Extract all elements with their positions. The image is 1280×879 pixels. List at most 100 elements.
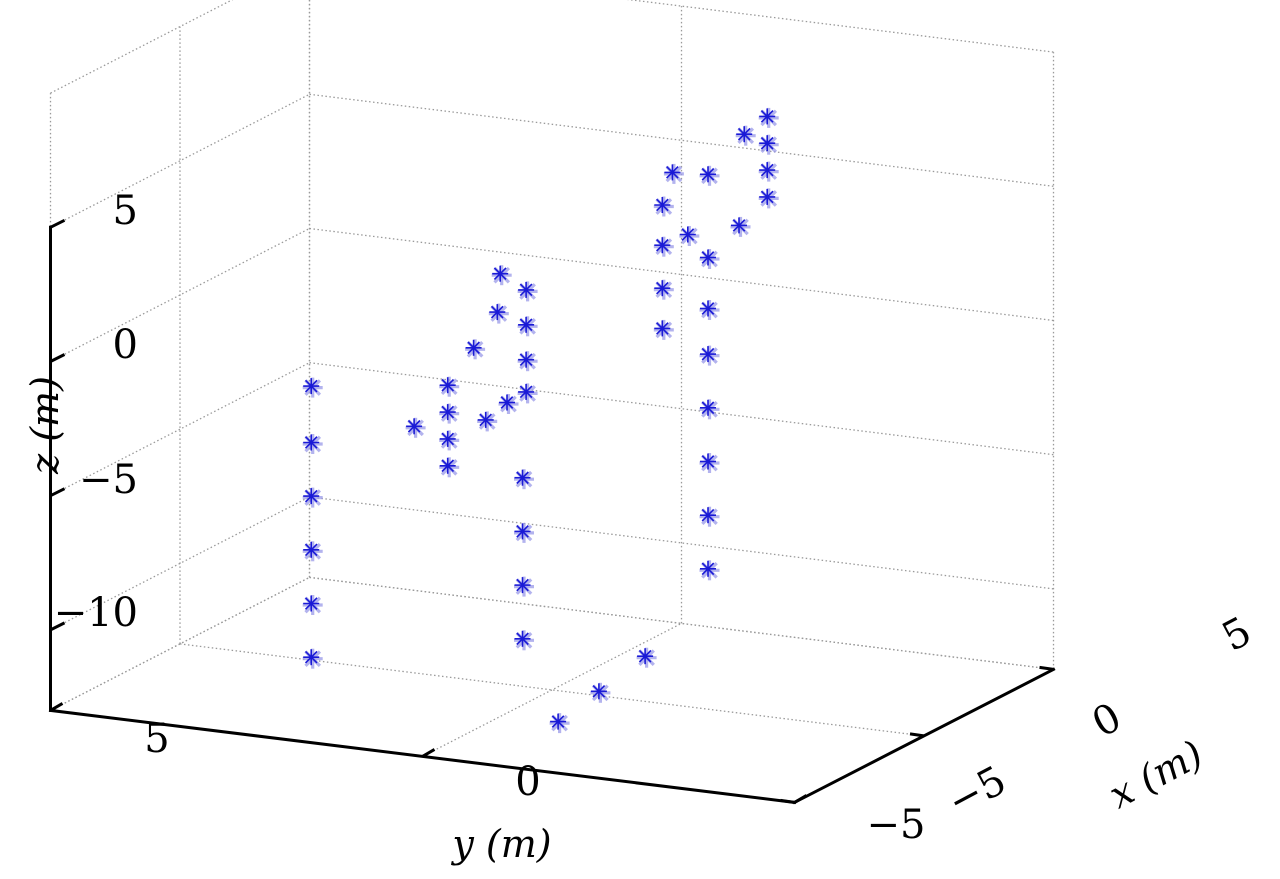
x-axis-tick <box>909 732 925 738</box>
data-point-stroke <box>407 419 421 433</box>
back-wall-gridline <box>309 496 1054 590</box>
side-wall-gridline <box>50 0 234 94</box>
data-point <box>699 165 720 186</box>
data-point-stroke <box>441 405 455 419</box>
data-point-marker <box>664 164 681 181</box>
data-point-marker <box>518 281 535 298</box>
data-point-stroke <box>656 281 669 295</box>
data-point-stroke <box>701 251 715 264</box>
data-point-marker <box>477 411 494 428</box>
data-point <box>514 576 534 597</box>
data-point <box>699 399 720 420</box>
data-point <box>758 134 779 155</box>
data-point-stroke <box>681 228 695 241</box>
data-point-marker <box>550 713 567 730</box>
data-point-stroke <box>701 167 715 181</box>
data-point-stroke <box>441 432 455 446</box>
data-point-stroke <box>304 436 318 449</box>
data-point-marker <box>700 560 716 577</box>
data-point <box>302 487 323 508</box>
data-point-stroke <box>760 163 774 177</box>
data-point-stroke <box>737 127 751 141</box>
floor-gridline <box>309 576 1054 671</box>
data-point-marker <box>700 507 716 524</box>
x-axis-tick <box>1039 665 1054 671</box>
data-point-marker <box>700 399 716 416</box>
data-point-stroke <box>701 347 715 361</box>
data-point-marker <box>654 237 671 254</box>
data-point-marker <box>514 577 531 594</box>
data-point <box>514 469 534 490</box>
point-layer <box>302 107 779 734</box>
side-wall-gridline <box>50 496 310 631</box>
data-point-stroke <box>701 508 715 522</box>
data-point-stroke <box>551 715 565 728</box>
data-point <box>488 303 509 324</box>
data-point-stroke <box>519 283 533 297</box>
data-point-marker <box>654 280 671 297</box>
data-point <box>302 648 323 669</box>
data-point-stroke <box>732 219 746 232</box>
data-point <box>699 345 720 366</box>
data-point <box>679 226 700 246</box>
data-point-stroke <box>760 136 774 150</box>
floor-gridline <box>50 576 310 711</box>
data-point-stroke <box>666 166 679 179</box>
data-point-marker <box>654 320 671 337</box>
y-tick-label-0: 0 <box>515 759 540 805</box>
y-axis-tick <box>793 794 808 804</box>
data-point <box>302 541 323 562</box>
data-point-marker <box>499 394 515 411</box>
label-layer: 5 0 −5 −10 5 0 −5 −5 0 5 y (m) x (m) z (… <box>23 188 1259 866</box>
data-point <box>590 682 611 703</box>
floor-gridline <box>422 622 682 757</box>
data-point <box>636 647 657 668</box>
data-point-stroke <box>701 302 715 315</box>
z-tick-label-5: 5 <box>113 188 138 234</box>
tick-layer <box>49 218 1054 804</box>
data-point-marker <box>406 418 423 435</box>
data-point-stroke <box>479 413 492 427</box>
data-point-stroke <box>592 685 606 698</box>
y-tick-label-minus5: −5 <box>867 802 926 848</box>
data-point <box>758 107 779 128</box>
data-point <box>758 188 779 209</box>
data-point-stroke <box>516 471 529 485</box>
data-point-marker <box>514 523 531 540</box>
data-point <box>302 434 323 454</box>
data-point-marker <box>518 316 535 333</box>
data-point <box>465 339 486 360</box>
data-point-stroke <box>304 597 318 610</box>
grid-layer <box>49 0 1055 804</box>
data-point <box>302 595 323 615</box>
data-point-marker <box>731 217 747 234</box>
data-point-stroke <box>519 385 533 399</box>
y-axis-tick <box>49 702 64 712</box>
data-point <box>405 417 426 438</box>
data-point-marker <box>700 300 716 317</box>
data-point <box>517 316 538 337</box>
data-point-marker <box>303 595 320 612</box>
data-point-marker <box>514 630 531 647</box>
data-point-marker <box>514 469 531 486</box>
data-point-stroke <box>656 238 669 252</box>
data-point-marker <box>759 162 776 179</box>
data-point <box>699 453 720 473</box>
data-point <box>699 300 720 320</box>
data-point-stroke <box>304 489 318 503</box>
data-point-stroke <box>638 649 652 663</box>
data-point-stroke <box>519 353 533 366</box>
y-axis-tick <box>421 748 436 758</box>
data-point-stroke <box>441 378 455 392</box>
data-point-marker <box>700 453 716 470</box>
data-point-marker <box>654 197 671 213</box>
data-point <box>517 383 538 404</box>
data-point-marker <box>700 166 716 183</box>
z-axis-tick <box>49 621 66 632</box>
data-point <box>477 411 498 432</box>
data-point-marker <box>303 649 320 666</box>
y-tick-label-5: 5 <box>144 716 169 762</box>
back-wall-gridline <box>309 227 1054 322</box>
